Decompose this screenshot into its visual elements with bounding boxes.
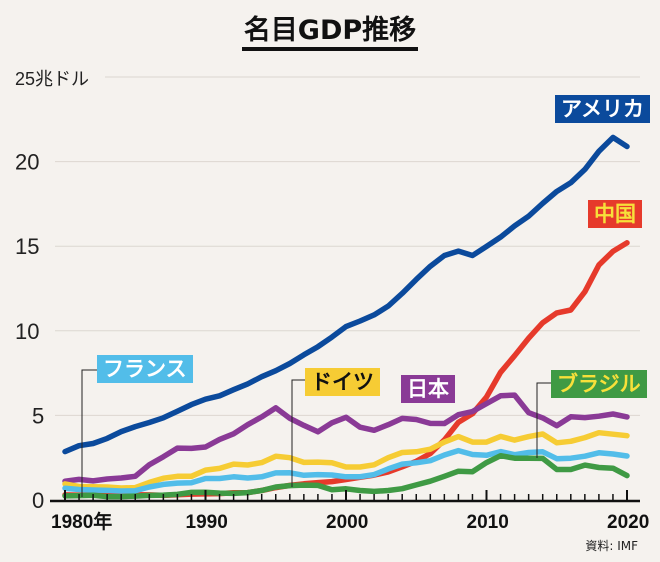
series-label-4: フランス: [97, 355, 193, 383]
series-line-4: [62, 447, 630, 494]
series-line-5: [62, 452, 630, 500]
series-label-3: ドイツ: [305, 368, 380, 396]
y-tick-label: 25兆ドル: [15, 69, 89, 89]
y-tick-label: 20: [15, 150, 39, 175]
x-tick-label: 1990: [186, 512, 228, 533]
x-tick-label: 2010: [467, 512, 509, 533]
series-line-0: [62, 134, 630, 455]
series-line-3: [62, 429, 630, 491]
series-label-5: ブラジル: [551, 370, 647, 398]
series-label-0: アメリカ: [555, 95, 650, 123]
leader-line: [536, 382, 552, 458]
x-tick-label: 2000: [326, 512, 368, 533]
y-tick-label: 5: [32, 403, 44, 428]
leader-line: [291, 379, 305, 487]
x-tick-label: 2020: [607, 512, 649, 533]
series-line-2: [62, 392, 630, 484]
x-tick-label: 1980年: [51, 510, 112, 533]
series-label-2: 日本: [401, 375, 455, 403]
y-tick-label: 0: [32, 488, 44, 513]
source-note: 資料: IMF: [585, 539, 638, 553]
series-label-1: 中国: [588, 200, 642, 228]
chart-title: 名目GDP推移: [0, 8, 660, 51]
y-tick-label: 15: [15, 234, 39, 259]
leader-line: [81, 369, 100, 497]
y-tick-label: 10: [15, 319, 39, 344]
chart-title-text: 名目GDP推移: [241, 15, 419, 51]
